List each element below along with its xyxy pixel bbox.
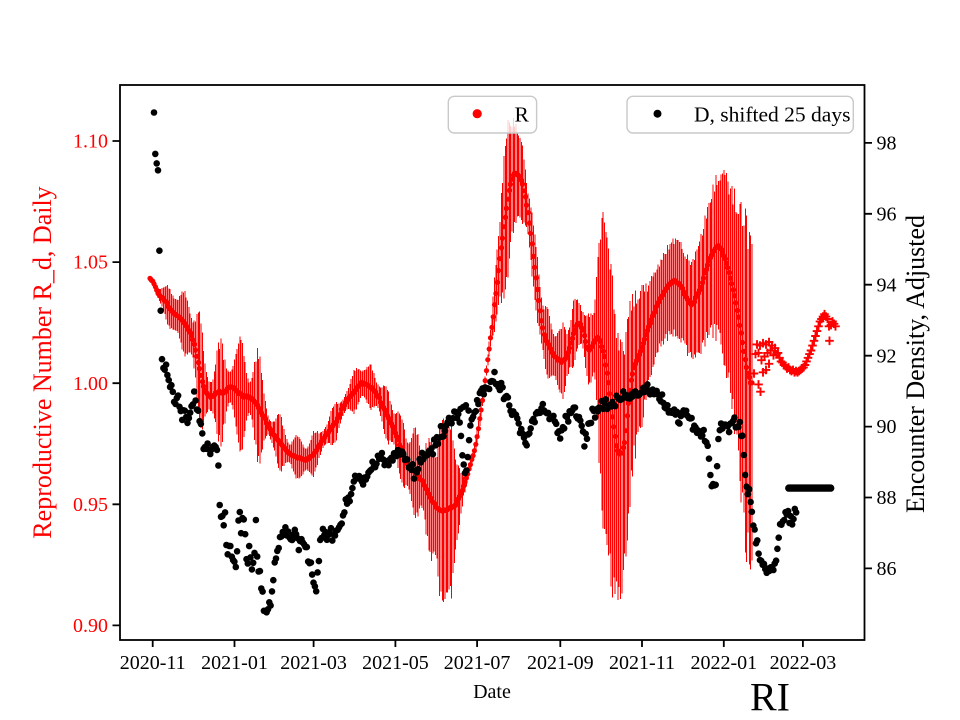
svg-text:RI: RI: [750, 675, 790, 720]
svg-text:0.90: 0.90: [73, 615, 108, 637]
svg-text:92: 92: [877, 345, 897, 367]
svg-text:1.05: 1.05: [73, 252, 108, 274]
svg-text:R: R: [515, 103, 530, 127]
svg-text:0.95: 0.95: [73, 494, 108, 516]
svg-text:90: 90: [877, 416, 897, 438]
svg-text:94: 94: [877, 274, 897, 296]
svg-text:Reproductive Number R_d, Daily: Reproductive Number R_d, Daily: [28, 186, 57, 538]
svg-text:2020-11: 2020-11: [120, 652, 186, 674]
svg-text:2021-01: 2021-01: [201, 652, 268, 674]
svg-text:96: 96: [877, 203, 897, 225]
svg-text:Encounter Density, Adjusted: Encounter Density, Adjusted: [901, 215, 930, 513]
svg-text:98: 98: [877, 133, 897, 155]
svg-text:2022-03: 2022-03: [770, 652, 837, 674]
svg-text:2021-05: 2021-05: [362, 652, 429, 674]
svg-text:2022-01: 2022-01: [690, 652, 757, 674]
svg-text:1.00: 1.00: [73, 373, 108, 395]
svg-text:88: 88: [877, 487, 897, 509]
svg-text:D, shifted 25 days: D, shifted 25 days: [694, 103, 850, 127]
svg-text:1.10: 1.10: [73, 131, 108, 153]
svg-text:2021-11: 2021-11: [609, 652, 675, 674]
svg-text:2021-03: 2021-03: [280, 652, 347, 674]
svg-text:2021-07: 2021-07: [444, 652, 511, 674]
svg-text:Date: Date: [473, 681, 511, 703]
svg-text:2021-09: 2021-09: [527, 652, 594, 674]
svg-text:86: 86: [877, 558, 897, 580]
